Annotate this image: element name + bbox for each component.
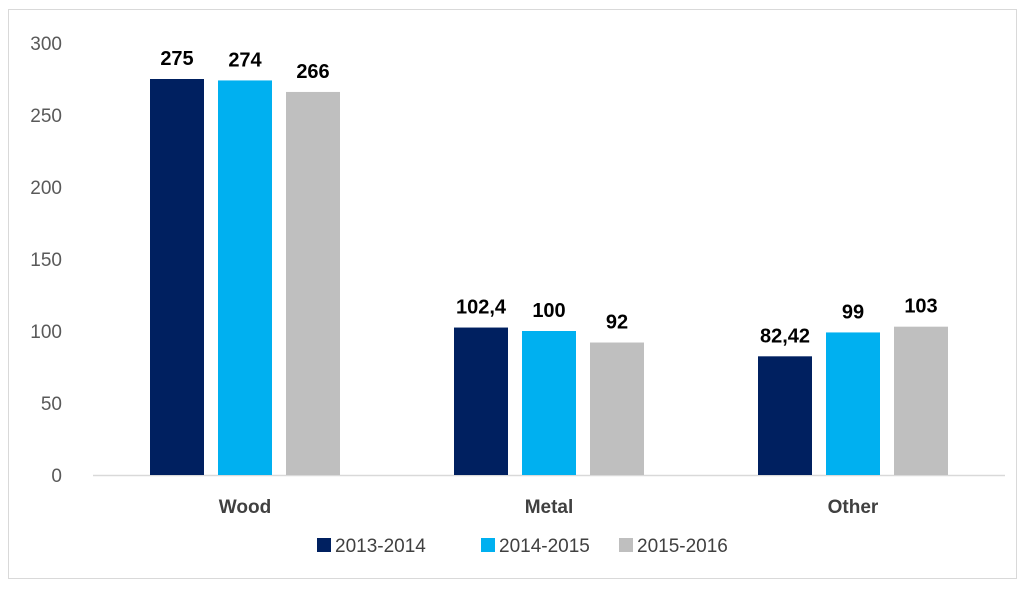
- category-labels: Wood Metal Other: [219, 497, 879, 518]
- data-label: 275: [160, 48, 193, 70]
- bar-wood-2014-2015: [218, 80, 272, 475]
- y-tick-label: 300: [30, 34, 62, 55]
- y-tick-label: 50: [41, 394, 62, 415]
- bar-wood-2015-2016: [286, 91, 340, 476]
- legend-label: 2015-2016: [637, 536, 728, 557]
- data-label: 266: [296, 61, 329, 83]
- y-tick-label: 150: [30, 250, 62, 271]
- bar-metal-2015-2016: [590, 342, 644, 475]
- data-label: 99: [842, 301, 864, 323]
- bar-other-2014-2015: [826, 332, 880, 475]
- legend-label: 2013-2014: [335, 536, 426, 557]
- legend-label: 2014-2015: [499, 536, 590, 557]
- y-tick-label: 0: [51, 466, 62, 487]
- legend-swatch: [619, 538, 633, 552]
- y-axis-ticks: 0 50 100 150 200 250 300: [30, 34, 62, 487]
- data-label: 274: [228, 49, 262, 71]
- y-tick-label: 100: [30, 322, 62, 343]
- bar-metal-2013-2014: [454, 327, 508, 475]
- data-label: 82,42: [760, 325, 810, 347]
- category-label-wood: Wood: [219, 497, 271, 518]
- category-label-metal: Metal: [525, 497, 574, 518]
- category-label-other: Other: [828, 497, 879, 518]
- data-label: 103: [904, 296, 937, 318]
- bar-other-2013-2014: [758, 356, 812, 475]
- bars: [150, 79, 948, 476]
- data-label: 100: [532, 300, 565, 322]
- y-tick-label: 200: [30, 178, 62, 199]
- bar-metal-2014-2015: [522, 331, 576, 475]
- legend-swatch: [481, 538, 495, 552]
- legend-swatch: [317, 538, 331, 552]
- data-label: 102,4: [456, 297, 507, 319]
- data-labels: 275 274 266 102,4 100 92 82,42 99 103: [160, 48, 937, 347]
- bar-wood-2013-2014: [150, 79, 204, 475]
- legend: 2013-2014 2014-2015 2015-2016: [317, 536, 728, 557]
- data-label: 92: [606, 312, 628, 334]
- bar-other-2015-2016: [894, 326, 948, 475]
- y-tick-label: 250: [30, 106, 62, 127]
